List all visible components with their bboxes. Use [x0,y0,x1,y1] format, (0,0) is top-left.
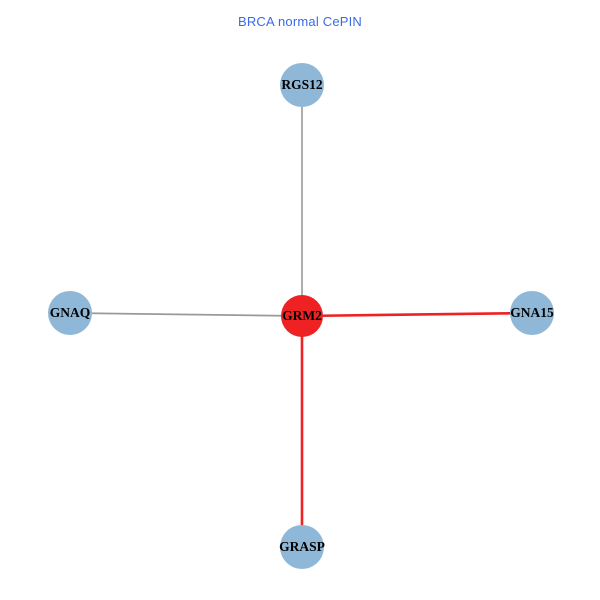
node-circle-grm2[interactable] [281,295,323,337]
node-gnaq[interactable]: GNAQ [48,291,92,335]
node-circle-grasp[interactable] [280,525,324,569]
node-grm2[interactable]: GRM2 [281,295,323,337]
node-circle-gna15[interactable] [510,291,554,335]
node-label-gna15: GNA15 [510,305,554,320]
node-label-gnaq: GNAQ [50,305,91,320]
node-circle-gnaq[interactable] [48,291,92,335]
edge-grm2-gna15 [301,311,533,318]
edge-grm2-gnaq [69,312,303,317]
node-label-grasp: GRASP [279,539,325,554]
nodes-layer: GRM2 RGS12 GNAQ GNA15 GRASP [48,63,554,569]
edges-layer [69,85,533,547]
node-label-grm2: GRM2 [282,308,322,323]
node-gna15[interactable]: GNA15 [510,291,554,335]
page-title: BRCA normal CePIN [237,14,363,29]
node-rgs12[interactable]: RGS12 [280,63,324,107]
node-label-rgs12: RGS12 [281,77,323,92]
node-grasp[interactable]: GRASP [279,525,325,569]
node-circle-rgs12[interactable] [280,63,324,107]
